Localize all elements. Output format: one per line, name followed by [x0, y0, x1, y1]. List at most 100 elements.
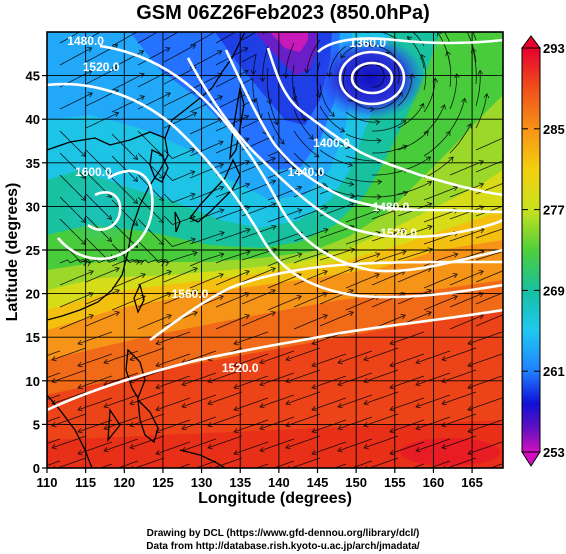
streamline-arrowhead	[245, 249, 251, 256]
streamline	[293, 108, 314, 140]
streamline-arrowhead	[166, 314, 172, 320]
streamline	[163, 252, 198, 264]
streamline-arrowhead	[26, 359, 31, 364]
streamline	[215, 228, 251, 242]
streamline-arrowhead	[505, 225, 510, 230]
y-tick-label: 35	[26, 156, 40, 171]
streamline	[285, 347, 321, 361]
streamline-arrowhead	[182, 469, 187, 474]
streamline	[215, 70, 249, 88]
streamline	[267, 186, 302, 201]
streamline-arrowhead	[420, 54, 426, 60]
streamline	[189, 186, 224, 201]
streamline-arrowhead	[271, 247, 278, 253]
streamline	[47, 460, 61, 467]
streamline-arrowhead	[441, 399, 447, 406]
streamline-arrowhead	[259, 77, 266, 83]
streamline	[116, 460, 139, 468]
streamline	[319, 149, 353, 166]
streamline-arrowhead	[285, 355, 291, 362]
streamline-arrowhead	[401, 120, 407, 126]
x-tick-label: 110	[37, 475, 58, 490]
streamline-arrowhead	[415, 446, 421, 453]
streamline	[337, 372, 373, 386]
streamline	[103, 394, 139, 408]
streamline-arrowhead	[191, 111, 198, 117]
streamline-arrowhead	[322, 270, 328, 276]
streamline	[215, 183, 250, 198]
streamline-arrowhead	[375, 252, 381, 258]
contour-label: 1520.0	[83, 60, 120, 74]
streamline	[59, 130, 86, 157]
streamline	[207, 413, 243, 427]
streamline	[155, 375, 191, 389]
streamline	[241, 98, 262, 119]
streamline-arrowhead	[245, 227, 251, 234]
streamline	[475, 160, 503, 173]
streamline-arrowhead	[270, 267, 276, 273]
streamline	[449, 270, 484, 286]
streamline	[372, 120, 407, 132]
streamline-arrowhead	[426, 311, 432, 317]
contour-labels: 1360.0 1400.0 1440.0 1480.0 1520.0 1480.0 1520…	[67, 34, 417, 375]
streamline-arrowhead	[416, 469, 421, 474]
streamline-arrowhead	[233, 383, 239, 390]
streamline-arrowhead	[259, 424, 265, 431]
streamline	[215, 160, 250, 176]
contour-label: 1480.0	[67, 34, 104, 48]
streamline	[475, 205, 503, 217]
streamline	[181, 438, 217, 452]
streamline-arrowhead	[155, 361, 161, 368]
colorbar: 293 285 277 269 261 253	[521, 35, 565, 467]
streamline-arrowhead	[467, 449, 473, 456]
streamline-arrowhead	[242, 47, 249, 53]
streamline-arrowhead	[218, 295, 224, 301]
streamline-arrowhead	[505, 157, 510, 162]
streamline-arrowhead	[181, 424, 187, 431]
streamline	[111, 295, 146, 311]
y-tick-label: 40	[26, 112, 40, 127]
streamline	[137, 314, 172, 330]
streamline-arrowhead	[190, 237, 196, 243]
streamline	[47, 372, 61, 379]
streamline-arrowhead	[529, 28, 534, 32]
streamline	[155, 419, 191, 433]
streamline	[285, 369, 321, 383]
streamline	[241, 32, 265, 41]
streamline	[47, 416, 61, 423]
streamline-arrowhead	[348, 289, 354, 295]
streamline-arrowhead	[77, 383, 83, 390]
streamline	[446, 51, 452, 88]
streamline-arrowhead	[190, 192, 196, 198]
streamline-arrowhead	[311, 383, 317, 390]
streamline-arrowhead	[244, 314, 250, 320]
streamline-arrowhead	[88, 270, 94, 276]
streamline-arrowhead	[505, 203, 510, 208]
streamline	[337, 350, 373, 364]
streamline	[449, 183, 484, 198]
streamline-arrowhead	[260, 469, 265, 474]
streamline	[259, 438, 295, 452]
streamline	[189, 253, 224, 267]
colorbar-label: 277	[543, 203, 565, 218]
colorbar-label: 293	[543, 41, 565, 56]
streamline-arrowhead	[155, 449, 161, 456]
streamline	[423, 131, 451, 157]
streamline	[293, 292, 328, 308]
streamline	[423, 78, 436, 113]
streamline	[189, 50, 222, 69]
y-tick-label: 25	[26, 243, 40, 258]
streamline-arrowhead	[129, 355, 135, 362]
streamline	[475, 137, 503, 151]
streamline	[489, 463, 503, 468]
streamline-arrowhead	[348, 267, 354, 273]
contour-label: 1480.0	[373, 200, 410, 214]
streamline	[189, 209, 224, 223]
streamline-arrowhead	[363, 443, 369, 450]
streamline	[215, 314, 250, 330]
streamline	[99, 463, 113, 468]
streamline-arrowhead	[389, 383, 395, 390]
streamline	[241, 289, 276, 305]
streamline	[177, 463, 191, 468]
streamline	[345, 133, 382, 141]
